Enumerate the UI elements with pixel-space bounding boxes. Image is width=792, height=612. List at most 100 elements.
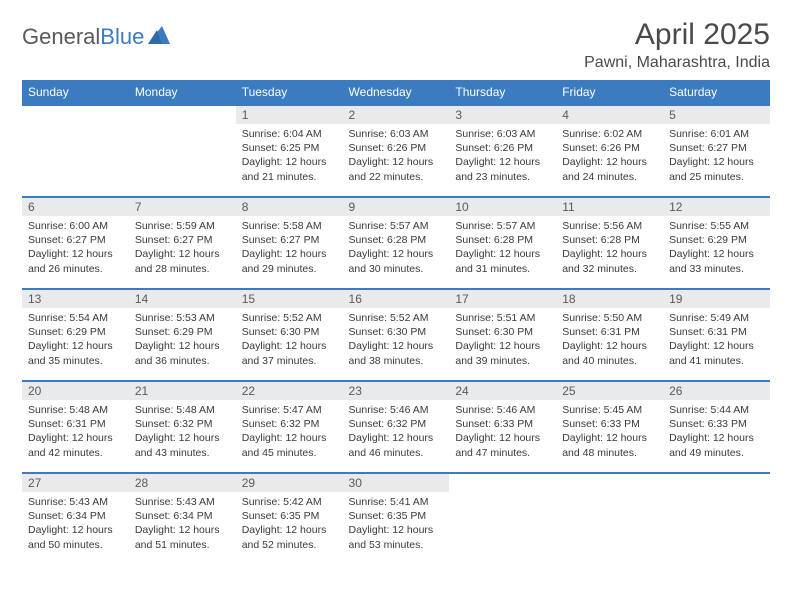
sunrise-text: Sunrise: 5:43 AM bbox=[28, 495, 123, 509]
calendar-cell: 6Sunrise: 6:00 AMSunset: 6:27 PMDaylight… bbox=[22, 196, 129, 288]
day-number: 10 bbox=[449, 198, 556, 216]
calendar-cell: 15Sunrise: 5:52 AMSunset: 6:30 PMDayligh… bbox=[236, 288, 343, 380]
sunset-text: Sunset: 6:34 PM bbox=[28, 509, 123, 523]
sunset-text: Sunset: 6:32 PM bbox=[242, 417, 337, 431]
day-number: 29 bbox=[236, 474, 343, 492]
calendar-cell: 12Sunrise: 5:55 AMSunset: 6:29 PMDayligh… bbox=[663, 196, 770, 288]
sunrise-text: Sunrise: 5:46 AM bbox=[455, 403, 550, 417]
day-number: 22 bbox=[236, 382, 343, 400]
day-data: Sunrise: 5:43 AMSunset: 6:34 PMDaylight:… bbox=[129, 492, 236, 556]
sunset-text: Sunset: 6:34 PM bbox=[135, 509, 230, 523]
weekday-header: Thursday bbox=[449, 80, 556, 104]
day-number: 21 bbox=[129, 382, 236, 400]
calendar-cell: 3Sunrise: 6:03 AMSunset: 6:26 PMDaylight… bbox=[449, 104, 556, 196]
daylight-text: Daylight: 12 hours and 33 minutes. bbox=[669, 247, 764, 275]
sunset-text: Sunset: 6:27 PM bbox=[669, 141, 764, 155]
day-data: Sunrise: 5:42 AMSunset: 6:35 PMDaylight:… bbox=[236, 492, 343, 556]
calendar-cell: 13Sunrise: 5:54 AMSunset: 6:29 PMDayligh… bbox=[22, 288, 129, 380]
sunset-text: Sunset: 6:31 PM bbox=[28, 417, 123, 431]
sunset-text: Sunset: 6:30 PM bbox=[455, 325, 550, 339]
sunrise-text: Sunrise: 5:52 AM bbox=[349, 311, 444, 325]
sunset-text: Sunset: 6:28 PM bbox=[562, 233, 657, 247]
calendar-cell: 10Sunrise: 5:57 AMSunset: 6:28 PMDayligh… bbox=[449, 196, 556, 288]
calendar-cell bbox=[663, 472, 770, 564]
day-data: Sunrise: 5:52 AMSunset: 6:30 PMDaylight:… bbox=[236, 308, 343, 372]
day-data: Sunrise: 5:53 AMSunset: 6:29 PMDaylight:… bbox=[129, 308, 236, 372]
calendar-cell: 29Sunrise: 5:42 AMSunset: 6:35 PMDayligh… bbox=[236, 472, 343, 564]
day-data: Sunrise: 5:48 AMSunset: 6:31 PMDaylight:… bbox=[22, 400, 129, 464]
daylight-text: Daylight: 12 hours and 43 minutes. bbox=[135, 431, 230, 459]
sunset-text: Sunset: 6:35 PM bbox=[242, 509, 337, 523]
sunrise-text: Sunrise: 5:43 AM bbox=[135, 495, 230, 509]
sunrise-text: Sunrise: 6:03 AM bbox=[349, 127, 444, 141]
calendar-cell: 4Sunrise: 6:02 AMSunset: 6:26 PMDaylight… bbox=[556, 104, 663, 196]
daylight-text: Daylight: 12 hours and 23 minutes. bbox=[455, 155, 550, 183]
day-number: 11 bbox=[556, 198, 663, 216]
calendar-cell: 2Sunrise: 6:03 AMSunset: 6:26 PMDaylight… bbox=[343, 104, 450, 196]
calendar-cell: 14Sunrise: 5:53 AMSunset: 6:29 PMDayligh… bbox=[129, 288, 236, 380]
day-number: 4 bbox=[556, 106, 663, 124]
sunset-text: Sunset: 6:31 PM bbox=[669, 325, 764, 339]
daylight-text: Daylight: 12 hours and 39 minutes. bbox=[455, 339, 550, 367]
weekday-header: Monday bbox=[129, 80, 236, 104]
weekday-header-row: Sunday Monday Tuesday Wednesday Thursday… bbox=[22, 80, 770, 104]
daylight-text: Daylight: 12 hours and 40 minutes. bbox=[562, 339, 657, 367]
sunset-text: Sunset: 6:33 PM bbox=[455, 417, 550, 431]
sunrise-text: Sunrise: 5:55 AM bbox=[669, 219, 764, 233]
calendar-row: 6Sunrise: 6:00 AMSunset: 6:27 PMDaylight… bbox=[22, 196, 770, 288]
sunset-text: Sunset: 6:32 PM bbox=[349, 417, 444, 431]
day-number: 7 bbox=[129, 198, 236, 216]
daylight-text: Daylight: 12 hours and 25 minutes. bbox=[669, 155, 764, 183]
day-data: Sunrise: 6:03 AMSunset: 6:26 PMDaylight:… bbox=[449, 124, 556, 188]
day-data: Sunrise: 6:00 AMSunset: 6:27 PMDaylight:… bbox=[22, 216, 129, 280]
day-number: 12 bbox=[663, 198, 770, 216]
day-number: 2 bbox=[343, 106, 450, 124]
day-number: 18 bbox=[556, 290, 663, 308]
day-data: Sunrise: 5:41 AMSunset: 6:35 PMDaylight:… bbox=[343, 492, 450, 556]
sunrise-text: Sunrise: 5:57 AM bbox=[455, 219, 550, 233]
sunset-text: Sunset: 6:26 PM bbox=[349, 141, 444, 155]
calendar-cell: 18Sunrise: 5:50 AMSunset: 6:31 PMDayligh… bbox=[556, 288, 663, 380]
calendar-cell: 8Sunrise: 5:58 AMSunset: 6:27 PMDaylight… bbox=[236, 196, 343, 288]
sunrise-text: Sunrise: 5:56 AM bbox=[562, 219, 657, 233]
day-number: 5 bbox=[663, 106, 770, 124]
sunset-text: Sunset: 6:27 PM bbox=[28, 233, 123, 247]
day-data: Sunrise: 6:02 AMSunset: 6:26 PMDaylight:… bbox=[556, 124, 663, 188]
day-number: 23 bbox=[343, 382, 450, 400]
day-data: Sunrise: 5:50 AMSunset: 6:31 PMDaylight:… bbox=[556, 308, 663, 372]
daylight-text: Daylight: 12 hours and 48 minutes. bbox=[562, 431, 657, 459]
day-data: Sunrise: 6:03 AMSunset: 6:26 PMDaylight:… bbox=[343, 124, 450, 188]
month-title: April 2025 bbox=[584, 18, 770, 52]
day-number: 26 bbox=[663, 382, 770, 400]
day-number: 15 bbox=[236, 290, 343, 308]
day-number: 16 bbox=[343, 290, 450, 308]
sunset-text: Sunset: 6:29 PM bbox=[135, 325, 230, 339]
sunrise-text: Sunrise: 5:44 AM bbox=[669, 403, 764, 417]
day-number: 1 bbox=[236, 106, 343, 124]
header: GeneralBlue April 2025 Pawni, Maharashtr… bbox=[22, 18, 770, 72]
weekday-header: Tuesday bbox=[236, 80, 343, 104]
triangle-icon bbox=[148, 26, 170, 49]
day-data: Sunrise: 5:57 AMSunset: 6:28 PMDaylight:… bbox=[449, 216, 556, 280]
sunset-text: Sunset: 6:33 PM bbox=[669, 417, 764, 431]
calendar-cell: 23Sunrise: 5:46 AMSunset: 6:32 PMDayligh… bbox=[343, 380, 450, 472]
sunrise-text: Sunrise: 5:52 AM bbox=[242, 311, 337, 325]
weekday-header: Wednesday bbox=[343, 80, 450, 104]
daylight-text: Daylight: 12 hours and 24 minutes. bbox=[562, 155, 657, 183]
calendar-cell: 22Sunrise: 5:47 AMSunset: 6:32 PMDayligh… bbox=[236, 380, 343, 472]
day-number: 6 bbox=[22, 198, 129, 216]
day-data: Sunrise: 6:01 AMSunset: 6:27 PMDaylight:… bbox=[663, 124, 770, 188]
day-data: Sunrise: 5:49 AMSunset: 6:31 PMDaylight:… bbox=[663, 308, 770, 372]
sunrise-text: Sunrise: 6:02 AM bbox=[562, 127, 657, 141]
day-number: 27 bbox=[22, 474, 129, 492]
daylight-text: Daylight: 12 hours and 22 minutes. bbox=[349, 155, 444, 183]
sunset-text: Sunset: 6:31 PM bbox=[562, 325, 657, 339]
daylight-text: Daylight: 12 hours and 30 minutes. bbox=[349, 247, 444, 275]
sunset-text: Sunset: 6:30 PM bbox=[242, 325, 337, 339]
sunrise-text: Sunrise: 5:50 AM bbox=[562, 311, 657, 325]
logo-text-blue: Blue bbox=[100, 24, 144, 49]
calendar-cell: 20Sunrise: 5:48 AMSunset: 6:31 PMDayligh… bbox=[22, 380, 129, 472]
calendar-cell: 27Sunrise: 5:43 AMSunset: 6:34 PMDayligh… bbox=[22, 472, 129, 564]
daylight-text: Daylight: 12 hours and 21 minutes. bbox=[242, 155, 337, 183]
logo-text-general: General bbox=[22, 24, 100, 49]
